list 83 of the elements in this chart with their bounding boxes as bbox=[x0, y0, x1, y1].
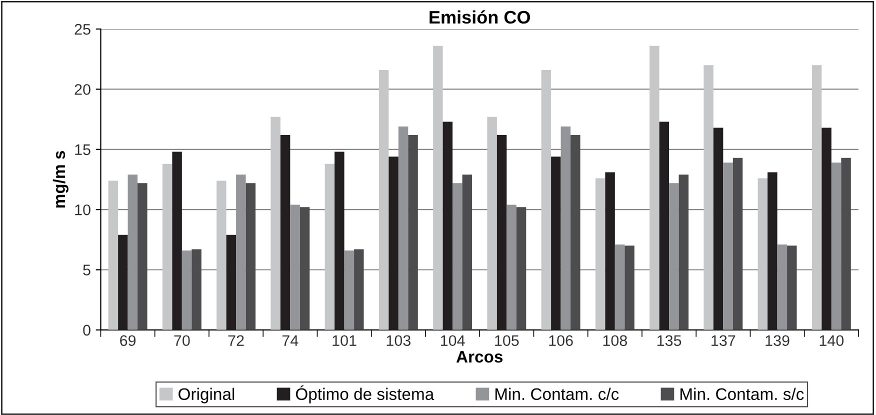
legend-label: Min. Contam. c/c bbox=[495, 388, 619, 400]
bar bbox=[433, 46, 443, 330]
x-tick-label: 104 bbox=[440, 335, 465, 346]
y-tick-label: 0 bbox=[83, 324, 90, 336]
y-tick-label: 20 bbox=[74, 84, 90, 95]
bar bbox=[462, 174, 472, 330]
legend-label: Original bbox=[178, 388, 234, 404]
bar bbox=[118, 234, 128, 330]
bar bbox=[172, 152, 182, 330]
bar bbox=[732, 158, 743, 330]
x-tick-label: 70 bbox=[174, 335, 190, 346]
bar bbox=[216, 180, 226, 330]
legend-label: Min. Contam. s/c bbox=[680, 388, 804, 400]
bar bbox=[614, 244, 625, 330]
x-tick-label: 139 bbox=[766, 335, 790, 346]
bar bbox=[442, 122, 453, 330]
x-tick-label: 72 bbox=[228, 335, 244, 346]
bar bbox=[506, 204, 516, 330]
bar bbox=[777, 244, 788, 330]
bar bbox=[487, 116, 497, 330]
bar bbox=[787, 246, 797, 330]
x-tick-label: 74 bbox=[282, 335, 298, 346]
bar bbox=[669, 183, 679, 330]
bar bbox=[182, 250, 192, 330]
bar bbox=[226, 234, 236, 330]
bar bbox=[192, 249, 202, 330]
bar bbox=[236, 174, 246, 330]
bar bbox=[324, 164, 335, 330]
bar bbox=[138, 183, 148, 330]
bar bbox=[270, 116, 280, 330]
bar bbox=[516, 207, 526, 330]
bar bbox=[570, 134, 580, 330]
bar bbox=[334, 152, 344, 330]
bar bbox=[595, 178, 606, 330]
y-tick-label: 25 bbox=[74, 24, 90, 35]
y-tick-label: 10 bbox=[75, 204, 90, 216]
x-tick-label: 106 bbox=[549, 335, 573, 346]
x-tick-label: 137 bbox=[712, 335, 736, 346]
bar bbox=[108, 180, 118, 330]
bar bbox=[713, 128, 724, 330]
bar bbox=[300, 207, 310, 330]
bar bbox=[605, 172, 615, 330]
bar bbox=[812, 65, 822, 330]
bar bbox=[496, 134, 507, 330]
x-tick-label: 101 bbox=[332, 335, 356, 346]
chart-title: Emisión CO bbox=[430, 10, 530, 24]
bar bbox=[344, 250, 354, 330]
bar bbox=[841, 158, 851, 330]
x-tick-label: 105 bbox=[495, 335, 519, 346]
bar bbox=[560, 126, 571, 330]
y-axis-title: mg/m s bbox=[52, 150, 68, 208]
bar bbox=[822, 128, 832, 330]
bar bbox=[246, 183, 256, 330]
bar bbox=[128, 174, 138, 330]
bar bbox=[452, 183, 462, 330]
bar bbox=[551, 156, 561, 330]
x-tick-label: 103 bbox=[386, 335, 410, 346]
bar bbox=[758, 178, 768, 330]
y-tick-label: 5 bbox=[83, 264, 90, 276]
y-tick-label: 15 bbox=[75, 144, 90, 156]
bar bbox=[541, 70, 552, 330]
legend-label: Óptimo de sistema bbox=[296, 385, 434, 404]
bar bbox=[704, 65, 714, 330]
bar bbox=[398, 126, 408, 330]
x-tick-label: 140 bbox=[820, 335, 844, 346]
bar bbox=[650, 46, 660, 330]
x-tick-label: 69 bbox=[120, 335, 136, 346]
bar bbox=[768, 172, 778, 330]
bar bbox=[388, 156, 398, 330]
bar bbox=[723, 162, 733, 330]
bar bbox=[831, 162, 842, 330]
bar bbox=[659, 122, 670, 330]
x-tick-label: 135 bbox=[657, 335, 682, 346]
bar bbox=[678, 174, 689, 330]
bar bbox=[280, 134, 290, 330]
bar bbox=[408, 134, 418, 330]
x-axis-title: Arcos bbox=[456, 351, 503, 363]
bar bbox=[162, 164, 172, 330]
bar bbox=[290, 204, 300, 330]
x-tick-label: 108 bbox=[603, 335, 628, 346]
bar bbox=[378, 70, 389, 330]
bar bbox=[624, 246, 634, 330]
bar bbox=[354, 249, 364, 330]
